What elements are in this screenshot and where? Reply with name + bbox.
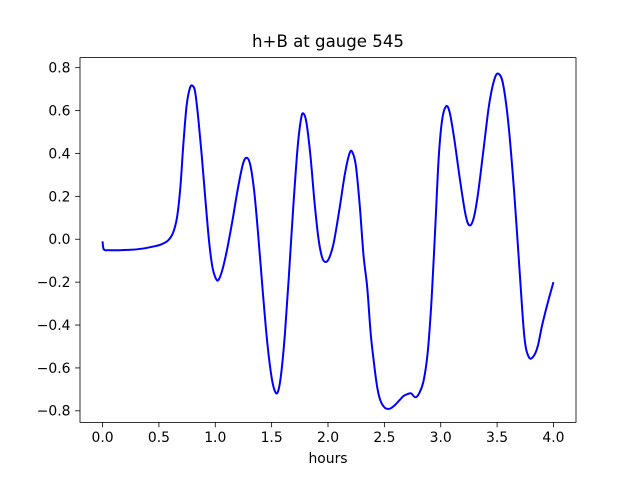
y-tick-label: 0.4 [48, 146, 70, 162]
x-tick-label: 0.0 [91, 430, 113, 446]
y-tick-label: 0.6 [48, 103, 70, 119]
y-tick-label: 0.2 [48, 189, 70, 205]
x-tick-label: 4.0 [542, 430, 564, 446]
x-tick-label: 2.0 [317, 430, 339, 446]
x-tick-label: 3.5 [486, 430, 508, 446]
y-tick-label: −0.4 [37, 318, 71, 334]
x-tick-label: 3.0 [430, 430, 452, 446]
y-tick-label: −0.2 [37, 275, 71, 291]
y-tick-label: 0.0 [48, 232, 70, 248]
y-tick-label: −0.6 [37, 361, 71, 377]
y-tick-label: −0.8 [37, 404, 71, 420]
x-tick-label: 2.5 [373, 430, 395, 446]
x-tick-label: 1.0 [204, 430, 226, 446]
y-tick-label: 0.8 [48, 61, 70, 77]
plot-border [79, 57, 577, 423]
x-tick-label: 1.5 [261, 430, 283, 446]
chart-title: h+B at gauge 545 [252, 32, 404, 51]
data-line [101, 72, 555, 410]
x-tick-label: 0.5 [148, 430, 170, 446]
x-axis-label: hours [308, 451, 347, 467]
